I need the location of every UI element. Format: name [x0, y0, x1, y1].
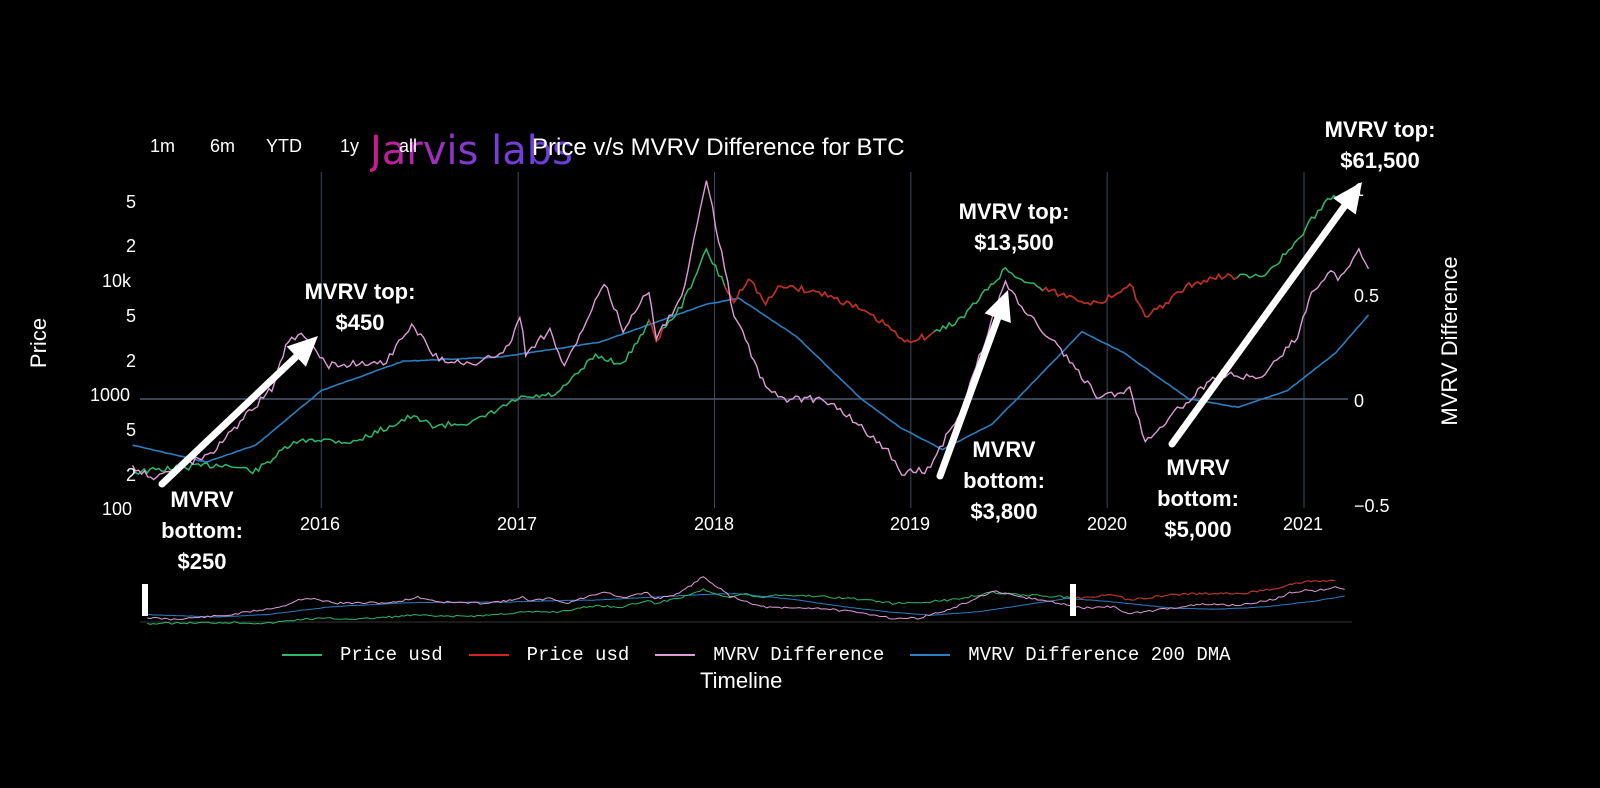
legend-label: MVRV Difference 200 DMA	[968, 644, 1231, 666]
y-left-tick: 2	[126, 465, 137, 485]
range-button-ytd[interactable]: YTD	[266, 136, 302, 156]
navigator-price-red-line	[1075, 579, 1336, 601]
x-axis-label: Timeline	[700, 668, 783, 693]
legend-label: Price usd	[340, 644, 443, 666]
x-tick: 2016	[300, 514, 341, 534]
legend-label: MVRV Difference	[713, 644, 885, 666]
x-tick: 2020	[1087, 514, 1128, 534]
y-axis-left-label: Price	[26, 317, 52, 369]
navigator-handle-left[interactable]	[142, 584, 148, 616]
y-right-tick: −0.5	[1354, 496, 1390, 516]
y-right-tick: 0	[1354, 391, 1365, 411]
arrow-mvrv-2015-head	[286, 336, 318, 367]
navigator-price-line	[147, 579, 1336, 625]
navigator-mvrv-dma-line	[147, 593, 1345, 618]
y-left-tick: 5	[126, 192, 137, 212]
x-tick: 2021	[1283, 514, 1324, 534]
legend-item-price-red[interactable]: Price usd	[468, 644, 630, 666]
annotation-mvrv-bottom-5000: MVRV bottom: $5,000	[1157, 455, 1239, 542]
legend-swatch	[282, 654, 322, 656]
annotation-mvrv-bottom-250: MVRV bottom: $250	[161, 487, 243, 574]
navigator-mvrv-line	[147, 576, 1345, 621]
legend-item-mvrv[interactable]: MVRV Difference	[655, 644, 884, 666]
range-button-1y[interactable]: 1y	[340, 136, 360, 156]
series-price-red-line	[1042, 272, 1238, 318]
y-left-tick: 2	[126, 351, 137, 371]
legend-label: Price usd	[526, 644, 630, 666]
y-left-tick: 5	[126, 420, 137, 440]
legend-swatch	[468, 654, 509, 656]
y-axis-right-label: MVRV Difference	[1437, 256, 1462, 426]
arrow-mvrv-2019	[936, 314, 1002, 480]
y-left-tick: 2	[126, 236, 137, 256]
range-button-all[interactable]: all	[399, 136, 418, 156]
series-price-red-line	[724, 278, 935, 344]
x-tick: 2017	[497, 514, 538, 534]
arrow-mvrv-2019-head	[984, 290, 1011, 323]
arrow-mvrv-2021-head	[1333, 182, 1362, 215]
y-left-tick: 5	[126, 306, 137, 326]
legend-swatch	[910, 654, 951, 656]
x-tick: 2018	[694, 514, 735, 534]
navigator-handle-right[interactable]	[1070, 584, 1076, 616]
arrow-mvrv-2021	[1168, 202, 1348, 448]
series-mvrv-dma-line	[132, 297, 1370, 463]
range-button-6m[interactable]: 6m	[210, 136, 236, 156]
brand-logo: Jarvis labs	[370, 128, 573, 174]
arrow-mvrv-2015	[158, 353, 300, 488]
y-left-tick: 1000	[90, 385, 131, 405]
series-price-red-line	[648, 319, 664, 343]
y-left-tick: 10k	[102, 271, 132, 291]
range-button-1m[interactable]: 1m	[150, 136, 176, 156]
chart-title: Price v/s MVRV Difference for BTC	[532, 134, 905, 161]
legend-item-mvrv-dma[interactable]: MVRV Difference 200 DMA	[910, 644, 1231, 666]
annotation-mvrv-top-61500: MVRV top: $61,500	[1324, 117, 1436, 173]
chart-legend: Price usd Price usd MVRV Difference MVRV…	[282, 644, 1257, 666]
annotation-mvrv-bottom-3800: MVRV bottom: $3,800	[963, 437, 1045, 524]
y-right-tick: 0.5	[1354, 286, 1380, 306]
y-left-tick: 100	[102, 499, 133, 519]
series-mvrv-line	[131, 180, 1370, 481]
annotation-mvrv-top-450: MVRV top: $450	[304, 279, 416, 335]
legend-item-price-green[interactable]: Price usd	[282, 644, 443, 666]
legend-swatch	[655, 654, 696, 656]
annotation-mvrv-top-13500: MVRV top: $13,500	[958, 199, 1070, 255]
x-tick: 2019	[890, 514, 931, 534]
y-right-tick: 1	[1354, 180, 1365, 200]
